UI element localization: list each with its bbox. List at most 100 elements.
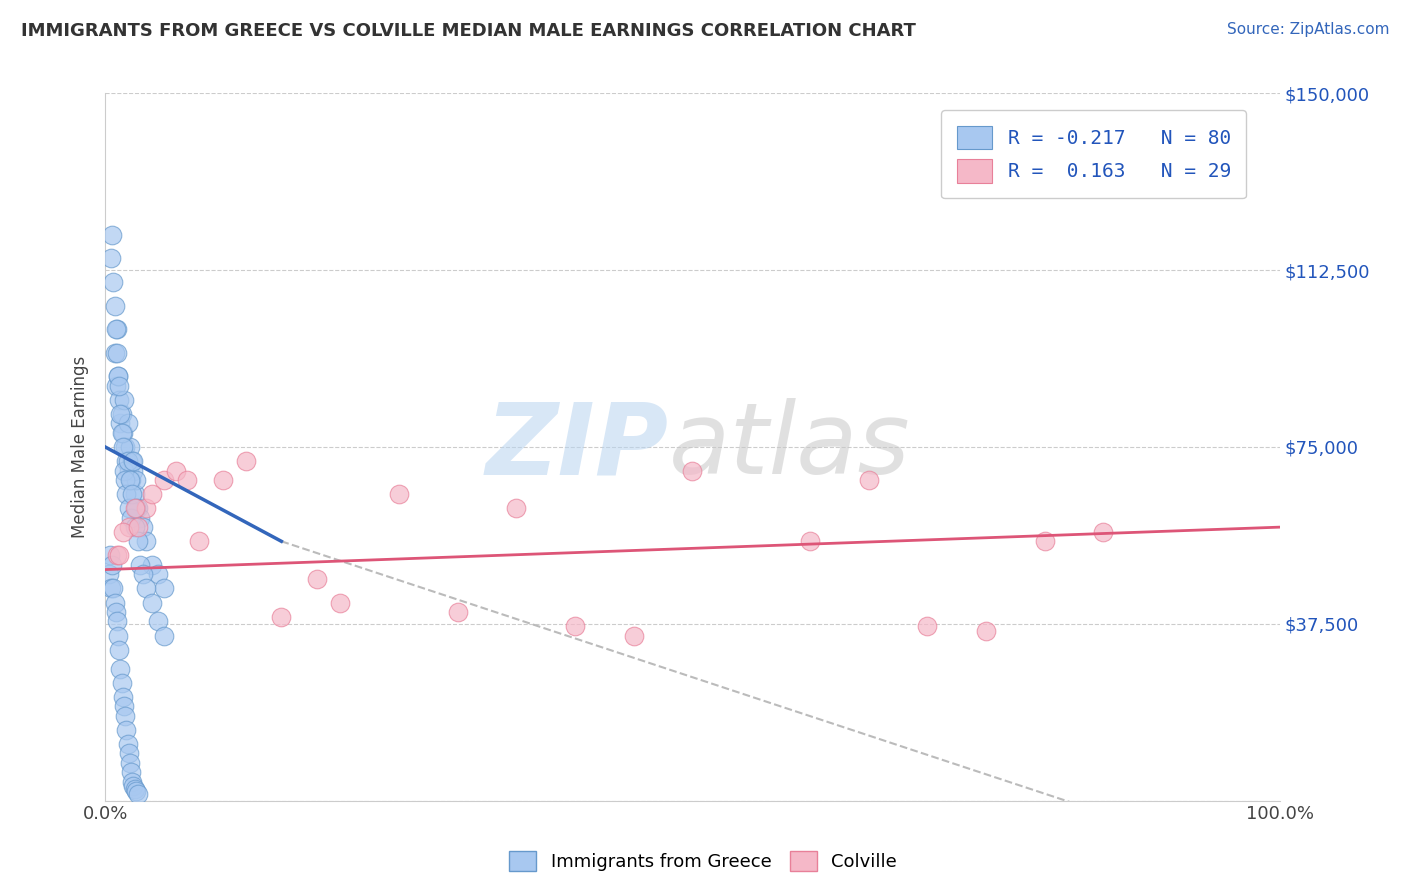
Point [135, 501, 157, 516]
Point [915, 619, 938, 633]
Point [388, 487, 411, 501]
Point [107, 369, 129, 384]
Point [115, 454, 138, 468]
Point [129, 510, 152, 524]
Point [799, 534, 821, 549]
Point [141, 487, 163, 501]
Legend: R = -0.217   N = 80, R =  0.163   N = 29: R = -0.217 N = 80, R = 0.163 N = 29 [942, 110, 1246, 198]
Point [146, 615, 169, 629]
Point [132, 567, 155, 582]
Point [141, 596, 163, 610]
Point [110, 417, 132, 431]
Point [115, 487, 138, 501]
Point [564, 619, 586, 633]
Point [124, 487, 146, 501]
Text: atlas: atlas [669, 399, 911, 495]
Point [115, 723, 138, 737]
Point [1033, 534, 1056, 549]
Point [111, 524, 134, 539]
Point [118, 473, 141, 487]
Point [112, 699, 135, 714]
Point [111, 690, 134, 704]
Point [118, 747, 141, 761]
Point [176, 473, 198, 487]
Point [125, 501, 148, 516]
Point [505, 501, 527, 516]
Point [270, 609, 292, 624]
Point [107, 629, 129, 643]
Point [111, 425, 134, 440]
Point [104, 322, 127, 336]
Point [329, 596, 352, 610]
Point [112, 464, 135, 478]
Point [118, 464, 141, 478]
Point [125, 784, 148, 798]
Point [111, 407, 134, 421]
Point [120, 510, 142, 524]
Point [101, 558, 124, 572]
Point [105, 322, 128, 336]
Point [114, 708, 136, 723]
Point [118, 756, 141, 770]
Point [118, 440, 141, 454]
Point [100, 582, 122, 596]
Point [104, 378, 127, 392]
Point [188, 534, 211, 549]
Point [98, 549, 121, 563]
Point [124, 501, 146, 516]
Point [129, 558, 152, 572]
Point [117, 417, 139, 431]
Point [112, 392, 135, 407]
Point [974, 624, 997, 638]
Point [104, 605, 127, 619]
Point [111, 425, 134, 440]
Point [111, 675, 134, 690]
Point [127, 787, 149, 801]
Point [153, 629, 176, 643]
Point [117, 454, 139, 468]
Point [108, 392, 131, 407]
Point [103, 582, 125, 596]
Point [114, 440, 136, 454]
Point [132, 520, 155, 534]
Point [97, 567, 120, 582]
Y-axis label: Median Male Earnings: Median Male Earnings [72, 356, 89, 538]
Point [858, 473, 880, 487]
Point [165, 464, 187, 478]
Point [122, 780, 145, 794]
Point [146, 567, 169, 582]
Point [120, 765, 142, 780]
Point [117, 737, 139, 751]
Point [107, 369, 129, 384]
Point [127, 520, 149, 534]
Point [104, 596, 127, 610]
Point [114, 473, 136, 487]
Point [110, 407, 132, 421]
Point [153, 473, 176, 487]
Point [135, 582, 157, 596]
Point [623, 629, 645, 643]
Point [118, 501, 141, 516]
Point [211, 473, 233, 487]
Point [108, 642, 131, 657]
Point [105, 549, 128, 563]
Point [118, 520, 141, 534]
Point [125, 473, 148, 487]
Point [121, 454, 143, 468]
Point [1092, 524, 1115, 539]
Point [127, 534, 149, 549]
Point [127, 501, 149, 516]
Point [108, 549, 131, 563]
Point [111, 440, 134, 454]
Point [124, 520, 146, 534]
Point [446, 605, 468, 619]
Point [108, 378, 131, 392]
Point [122, 464, 145, 478]
Point [121, 774, 143, 789]
Point [103, 275, 125, 289]
Point [121, 487, 143, 501]
Text: Source: ZipAtlas.com: Source: ZipAtlas.com [1226, 22, 1389, 37]
Point [101, 227, 124, 242]
Legend: Immigrants from Greece, Colville: Immigrants from Greece, Colville [502, 844, 904, 879]
Point [110, 662, 132, 676]
